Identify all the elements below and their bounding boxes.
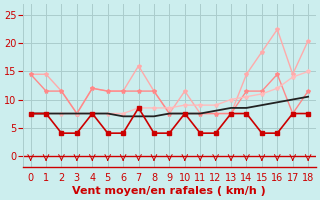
X-axis label: Vent moyen/en rafales ( km/h ): Vent moyen/en rafales ( km/h ) [73,186,266,196]
